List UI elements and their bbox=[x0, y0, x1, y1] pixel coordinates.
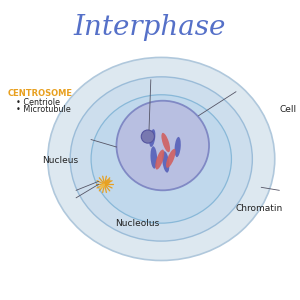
Ellipse shape bbox=[162, 151, 169, 172]
Ellipse shape bbox=[149, 129, 155, 147]
Ellipse shape bbox=[91, 95, 231, 223]
Text: Nucleolus: Nucleolus bbox=[115, 219, 160, 228]
Ellipse shape bbox=[116, 101, 209, 190]
Ellipse shape bbox=[175, 137, 181, 157]
Circle shape bbox=[141, 130, 154, 143]
Text: CENTROSOME: CENTROSOME bbox=[8, 89, 73, 98]
Text: Cell: Cell bbox=[279, 105, 296, 114]
Ellipse shape bbox=[99, 184, 105, 189]
Text: • Microtubule: • Microtubule bbox=[16, 105, 71, 114]
Text: • Centriole: • Centriole bbox=[16, 98, 60, 107]
Ellipse shape bbox=[151, 146, 157, 169]
Ellipse shape bbox=[103, 179, 111, 186]
Text: Interphase: Interphase bbox=[73, 14, 226, 41]
Ellipse shape bbox=[70, 77, 252, 241]
Ellipse shape bbox=[48, 57, 275, 260]
Text: Nucleus: Nucleus bbox=[42, 156, 78, 165]
Ellipse shape bbox=[161, 133, 170, 152]
Ellipse shape bbox=[166, 149, 175, 168]
Text: Chromatin: Chromatin bbox=[236, 204, 283, 213]
Ellipse shape bbox=[155, 150, 164, 169]
